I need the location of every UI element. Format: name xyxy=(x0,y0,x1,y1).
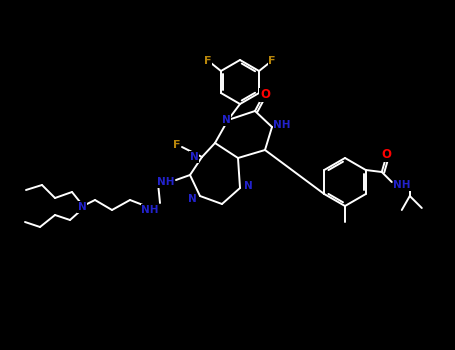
Text: O: O xyxy=(382,148,392,161)
Text: NH: NH xyxy=(157,177,175,187)
Text: O: O xyxy=(260,89,270,101)
Text: F: F xyxy=(268,56,276,66)
Text: N: N xyxy=(78,202,86,212)
Text: F: F xyxy=(173,140,181,150)
Text: N: N xyxy=(187,194,197,204)
Text: NH: NH xyxy=(393,180,410,190)
Text: N: N xyxy=(222,115,230,125)
Text: NH: NH xyxy=(141,205,159,215)
Text: F: F xyxy=(204,56,212,66)
Text: NH: NH xyxy=(273,120,291,130)
Text: N: N xyxy=(243,181,253,191)
Text: N: N xyxy=(190,152,198,162)
